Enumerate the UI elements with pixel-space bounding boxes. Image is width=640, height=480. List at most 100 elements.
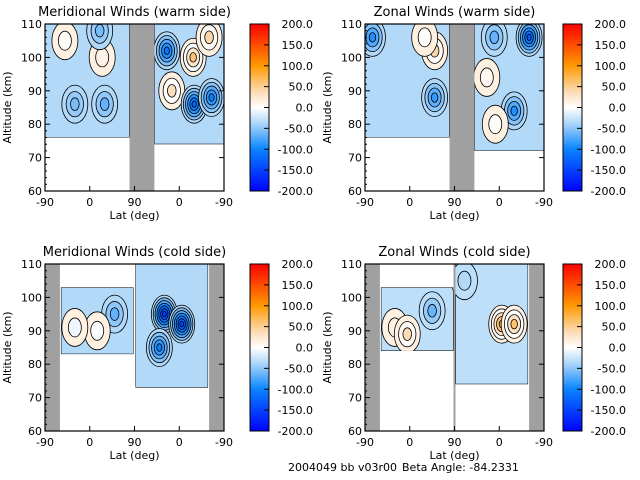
x-axis-label: Lat (deg): [110, 209, 160, 222]
contour-field: [60, 264, 209, 388]
x-tick-label: 0: [496, 196, 503, 209]
contour-feature-2-level-2: [95, 47, 110, 68]
y-tick-label: 60: [348, 185, 362, 198]
contour-feature-11-level-3: [204, 30, 214, 45]
contour-feature-3-level-3: [427, 304, 437, 318]
colorbar-tick-label: -200.0: [591, 425, 626, 438]
x-tick-label: 0: [496, 436, 503, 449]
y-tick-label: 90: [348, 85, 362, 98]
x-tick-label: 0: [406, 196, 413, 209]
y-tick-label: 60: [28, 425, 42, 438]
contour-feature-6-level-2: [457, 270, 472, 291]
contour-field: [365, 24, 544, 151]
y-tick-label: 100: [341, 291, 362, 304]
contour-feature-8-level-3: [489, 30, 500, 45]
colorbar-tick-label: -100.0: [591, 143, 626, 156]
y-tick-label: 110: [341, 258, 362, 271]
contour-feature-2-level-2: [417, 27, 432, 48]
x-tick-label: -90: [215, 196, 233, 209]
x-tick-label: -90: [535, 436, 553, 449]
x-tick-label: 90: [448, 436, 462, 449]
y-tick-label: 90: [348, 325, 362, 338]
y-tick-label: 80: [28, 358, 42, 371]
no-data-band: [209, 264, 224, 431]
y-axis-label: Altitude (km): [321, 311, 334, 383]
colorbar-tick-label: -200.0: [278, 425, 313, 438]
y-tick-label: 90: [28, 325, 42, 338]
colorbar-tick-label: -50.0: [285, 122, 313, 135]
chart-panel-2: Zonal Winds (warm side) 60 70 80 90 100 110 -90…: [321, 5, 626, 222]
contour-feature-4-level-7: [161, 310, 167, 318]
colorbar-tick-label: -150.0: [591, 404, 626, 417]
y-axis-label: Altitude (km): [321, 71, 334, 143]
x-tick-label: -90: [36, 436, 54, 449]
colorbar-tick-label: -200.0: [591, 185, 626, 198]
x-tick-label: -90: [535, 196, 553, 209]
contour-feature-5-level-7: [179, 321, 185, 328]
contour-field: [380, 264, 529, 385]
colorbar: 200.0 150.0 100.0 50.0 0.0 -50.0 -100.0 -150.0 -…: [249, 258, 314, 438]
no-data-band: [365, 264, 380, 431]
contour-feature-4-level-3: [99, 97, 110, 111]
colorbar-tick-label: 0.0: [296, 102, 314, 115]
colorbar: 200.0 150.0 100.0 50.0 0.0 -50.0 -100.0 -150.0 -…: [562, 258, 627, 438]
colorbar: 200.0 150.0 100.0 50.0 0.0 -50.0 -100.0 -150.0 -…: [249, 18, 314, 198]
x-tick-label: -90: [356, 436, 374, 449]
x-tick-label: -90: [36, 196, 54, 209]
chart-title: Zonal Winds (warm side): [374, 5, 536, 20]
y-tick-label: 60: [348, 425, 362, 438]
contour-feature-2-level-2: [90, 320, 105, 341]
chart-panel-4: Zonal Winds (cold side) 60 70 80 90 100 110 -90…: [321, 245, 626, 462]
contour-feature-6-level-3: [167, 84, 177, 98]
y-tick-label: 60: [28, 185, 42, 198]
contour-feature-5-level-4: [510, 318, 518, 330]
x-axis-label: Lat (deg): [110, 449, 160, 462]
y-tick-label: 90: [28, 85, 42, 98]
y-tick-label: 70: [348, 392, 362, 405]
contour-feature-8-level-6: [191, 100, 197, 108]
colorbar-tick-label: 0.0: [609, 102, 627, 115]
no-data-band: [129, 24, 155, 191]
chart-title: Meridional Winds (warm side): [38, 5, 231, 20]
colorbar-tick-label: 200.0: [282, 18, 314, 31]
x-tick-label: 0: [176, 196, 183, 209]
y-axis-label: Altitude (km): [1, 311, 14, 383]
x-tick-label: 90: [128, 436, 142, 449]
colorbar-tick-label: 100.0: [282, 60, 314, 73]
colorbar-tick-label: 200.0: [282, 258, 314, 271]
contour-feature-1-level-3: [109, 307, 120, 321]
colorbar-tick-label: 50.0: [289, 81, 314, 94]
no-data-band: [45, 264, 60, 431]
x-tick-label: 0: [406, 436, 413, 449]
chart-title: Meridional Winds (cold side): [43, 245, 226, 260]
y-tick-label: 70: [348, 152, 362, 165]
colorbar-tick-label: 200.0: [595, 258, 627, 271]
contour-feature-5-level-3: [70, 97, 80, 111]
contour-feature-9-level-5: [208, 93, 215, 102]
colorbar-tick-label: -150.0: [278, 404, 313, 417]
no-data-band: [449, 24, 475, 191]
contour-field: [45, 24, 224, 145]
x-axis-label: Lat (deg): [430, 209, 480, 222]
contour-feature-10-level-5: [163, 46, 170, 55]
colorbar-tick-label: 100.0: [595, 300, 627, 313]
colorbar-tick-label: 150.0: [595, 39, 627, 52]
contour-feature-5-level-2: [479, 67, 494, 88]
colorbar-tick-label: 50.0: [602, 321, 627, 334]
colorbar-tick-label: -150.0: [278, 164, 313, 177]
footer-id-text: 2004049 bb v03r00: [288, 461, 397, 474]
y-tick-label: 110: [21, 18, 42, 31]
y-tick-label: 80: [348, 118, 362, 131]
colorbar-tick-label: -100.0: [278, 383, 313, 396]
contour-feature-4-level-4: [368, 32, 377, 43]
y-tick-label: 110: [21, 258, 42, 271]
no-data-band: [529, 264, 544, 431]
colorbar-tick-label: -50.0: [285, 362, 313, 375]
contour-feature-7-level-6: [526, 33, 532, 41]
colorbar-tick-label: 50.0: [289, 321, 314, 334]
contour-feature-2-level-3: [402, 327, 412, 341]
contour-feature-7-level-4: [189, 52, 197, 63]
footer-beta-angle: Beta Angle: -84.2331: [402, 461, 519, 474]
chart-panel-3: Meridional Winds (cold side) 60 70 80 90 100 1…: [1, 245, 313, 462]
